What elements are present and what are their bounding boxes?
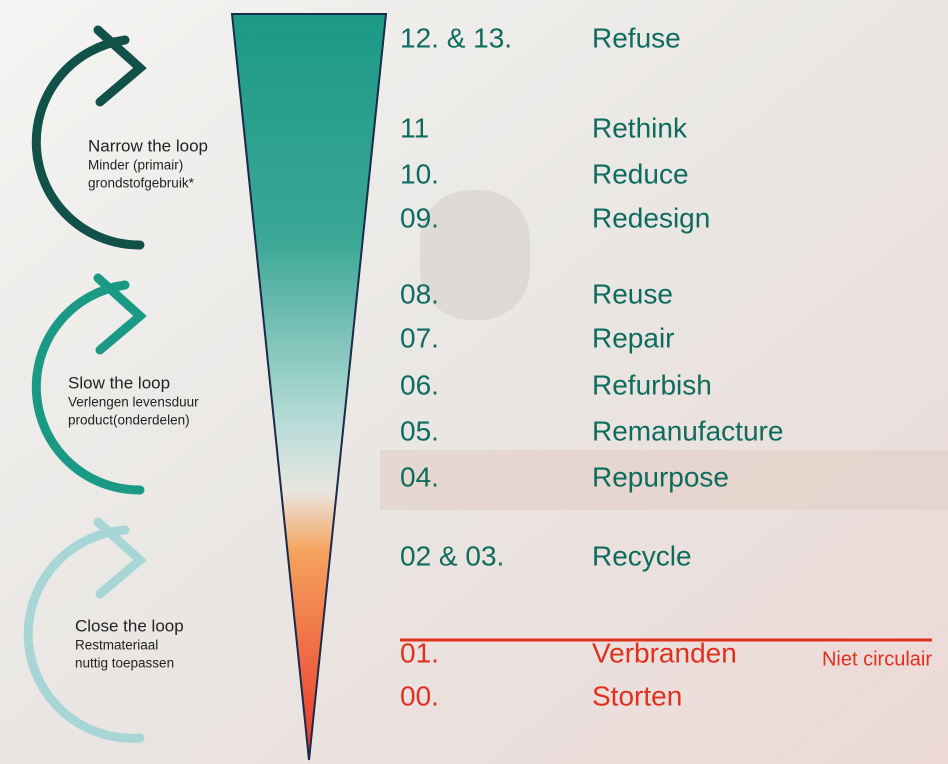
note: Niet circulair — [822, 648, 932, 670]
rung-label: Verbranden — [592, 637, 737, 668]
rung-number: 01. — [400, 637, 439, 668]
loop-subtitle: product(onderdelen) — [68, 413, 190, 428]
rung-label: Repair — [592, 322, 674, 353]
rung-label: Redesign — [592, 202, 710, 233]
rung-number: 12. & 13. — [400, 22, 512, 53]
rung-label: Repurpose — [592, 461, 729, 492]
rung-label: Storten — [592, 680, 682, 711]
rung-number: 07. — [400, 322, 439, 353]
rung-number: 10. — [400, 158, 439, 189]
diagram: Niet circulair 12. & 13. Refuse 11 Rethink 1… — [0, 0, 948, 764]
loop-subtitle: Verlengen levensduur — [68, 395, 199, 410]
rung-label: Remanufacture — [592, 415, 783, 446]
rung-label: Reuse — [592, 278, 673, 309]
loop-title: Narrow the loop — [88, 136, 208, 155]
rung-label: Refurbish — [592, 369, 712, 400]
rung-label: Rethink — [592, 112, 688, 143]
rung-number: 08. — [400, 278, 439, 309]
rung-number: 00. — [400, 680, 439, 711]
loop-subtitle: nuttig toepassen — [75, 656, 174, 671]
loop-title: Close the loop — [75, 616, 184, 635]
rung-number: 02 & 03. — [400, 540, 504, 571]
loop-title: Slow the loop — [68, 373, 170, 392]
loop-subtitle: Restmateriaal — [75, 638, 158, 653]
rung-number: 04. — [400, 461, 439, 492]
loop-subtitle: grondstofgebruik* — [88, 176, 195, 191]
rung-label: Reduce — [592, 158, 689, 189]
canvas: Niet circulair 12. & 13. Refuse 11 Rethink 1… — [0, 0, 948, 764]
rung-label: Refuse — [592, 22, 681, 53]
rung-number: 06. — [400, 369, 439, 400]
rung-number: 05. — [400, 415, 439, 446]
loop-subtitle: Minder (primair) — [88, 158, 183, 173]
rung-number: 09. — [400, 202, 439, 233]
rung-label: Recycle — [592, 540, 692, 571]
rung-number: 11 — [400, 112, 429, 143]
